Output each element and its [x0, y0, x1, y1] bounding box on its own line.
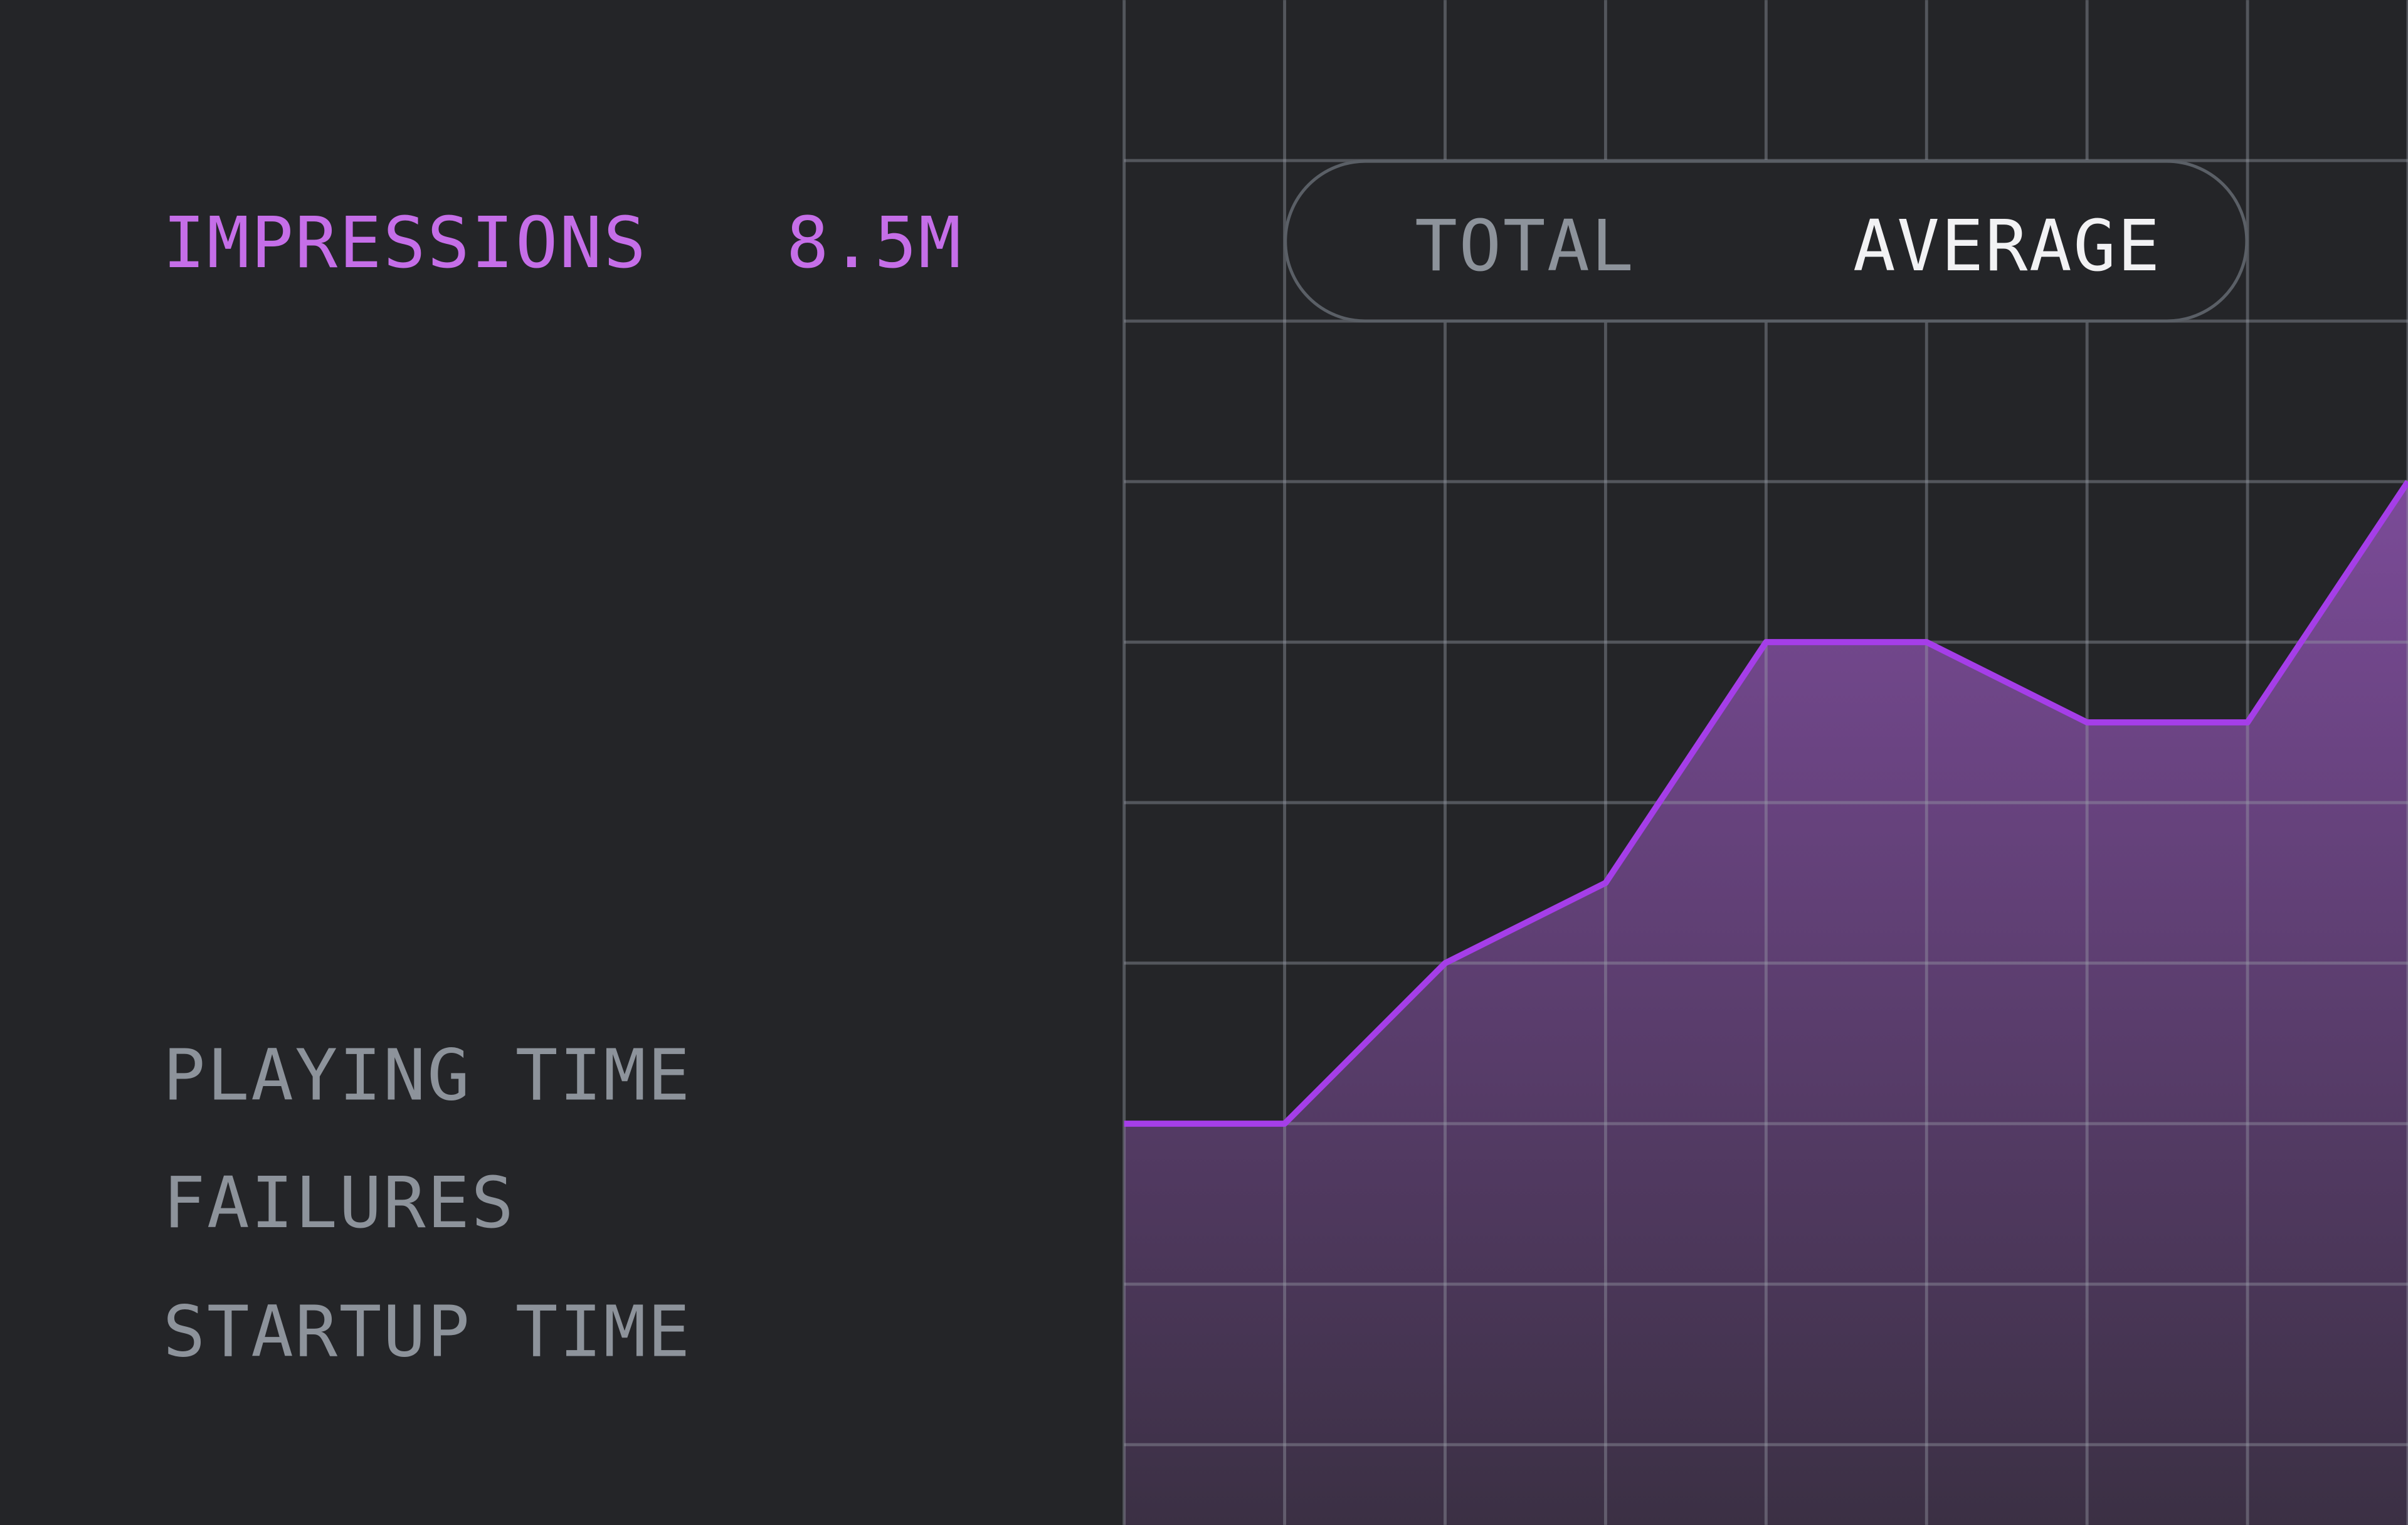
sidebar: IMPRESSIONS 8.5M PLAYING TIME FAILURES S… — [163, 201, 963, 1373]
metric-option[interactable]: PLAYING TIME — [163, 1034, 692, 1117]
metric-value: 8.5M — [786, 201, 963, 284]
toggle-pill — [1284, 159, 2249, 323]
toggle: TOTAL AVERAGE — [1284, 159, 2249, 323]
metric-option[interactable]: FAILURES — [163, 1161, 515, 1244]
metric-option[interactable]: STARTUP TIME — [163, 1290, 692, 1373]
line — [1124, 480, 2408, 1127]
toggle-option[interactable]: TOTAL — [1415, 204, 1635, 287]
metric-label[interactable]: IMPRESSIONS — [163, 201, 648, 284]
chart — [1122, 0, 2408, 1525]
toggle-option-selected[interactable]: AVERAGE — [1853, 204, 2162, 287]
area-fill — [1124, 482, 2408, 1525]
grid — [1122, 0, 2408, 1525]
